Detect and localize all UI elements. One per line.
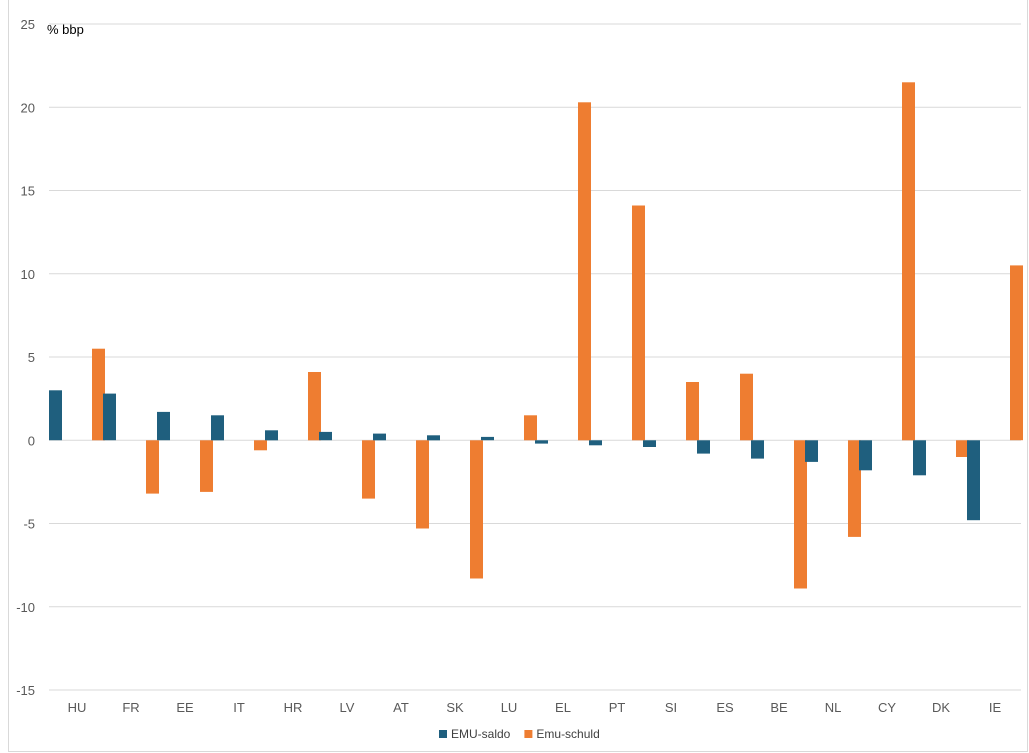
bar-emu-schuld-nl bbox=[848, 440, 861, 537]
x-category-label: HU bbox=[68, 700, 87, 715]
bar-emu-saldo-be bbox=[751, 440, 764, 459]
bar-emu-saldo-hu bbox=[49, 390, 62, 441]
y-tick-label: -5 bbox=[23, 517, 35, 532]
bar-emu-schuld-sk bbox=[470, 440, 483, 579]
x-category-label: LV bbox=[340, 700, 355, 715]
x-category-label: IE bbox=[989, 700, 1002, 715]
bar-emu-saldo-fr bbox=[103, 393, 116, 441]
bar-emu-schuld-lv bbox=[362, 440, 375, 499]
x-category-label: BE bbox=[770, 700, 788, 715]
bar-emu-schuld-dk bbox=[956, 440, 969, 457]
x-category-label: DK bbox=[932, 700, 950, 715]
bar-emu-schuld-it bbox=[254, 440, 267, 451]
bar-emu-schuld-cy bbox=[902, 82, 915, 441]
gridlines bbox=[49, 23, 1021, 691]
bar-emu-saldo-nl bbox=[805, 440, 818, 462]
x-category-label: EE bbox=[176, 700, 194, 715]
bar-emu-schuld-si bbox=[686, 382, 699, 441]
bar-emu-saldo-dk bbox=[913, 440, 926, 476]
bar-emu-schuld-ee bbox=[200, 440, 213, 492]
bar-emu-saldo-si bbox=[643, 440, 656, 447]
x-category-label: IT bbox=[233, 700, 245, 715]
y-tick-label: 20 bbox=[21, 100, 35, 115]
x-category-label: AT bbox=[393, 700, 409, 715]
bar-emu-saldo-it bbox=[211, 415, 224, 441]
bar-emu-saldo-lu bbox=[481, 436, 494, 441]
bar-emu-schuld-at bbox=[416, 440, 429, 529]
x-category-label: NL bbox=[825, 700, 842, 715]
bar-emu-saldo-sk bbox=[427, 435, 440, 441]
bar-emu-schuld-pt bbox=[632, 205, 645, 441]
x-category-label: SK bbox=[446, 700, 464, 715]
legend-swatch bbox=[439, 730, 447, 738]
y-tick-label: 10 bbox=[21, 267, 35, 282]
bar-emu-saldo-at bbox=[373, 433, 386, 441]
x-category-label: LU bbox=[501, 700, 518, 715]
bar-emu-saldo-el bbox=[535, 440, 548, 444]
y-tick-label: 15 bbox=[21, 184, 35, 199]
bar-emu-schuld-be bbox=[794, 440, 807, 589]
bar-emu-saldo-lv bbox=[319, 431, 332, 441]
bar-emu-schuld-hr bbox=[308, 372, 321, 441]
x-category-label: ES bbox=[716, 700, 734, 715]
y-axis-unit-label: % bbp bbox=[47, 22, 84, 37]
y-tick-label: 5 bbox=[28, 350, 35, 365]
bar-chart: 25 20 15 10 5 0 -5 -10 -15 % bbp HU FR EE IT HR LV AT S… bbox=[16, 17, 1023, 741]
x-category-label: SI bbox=[665, 700, 677, 715]
y-tick-label: 25 bbox=[21, 17, 35, 32]
y-tick-label: -10 bbox=[16, 600, 35, 615]
bar-emu-schuld-hu bbox=[92, 348, 105, 441]
legend-label: Emu-schuld bbox=[536, 727, 599, 741]
x-category-label: EL bbox=[555, 700, 571, 715]
x-category-label: PT bbox=[609, 700, 626, 715]
bar-emu-saldo-cy bbox=[859, 440, 872, 471]
bar-emu-saldo-hr bbox=[265, 430, 278, 441]
y-tick-label: 0 bbox=[28, 433, 35, 448]
chart-frame: 25 20 15 10 5 0 -5 -10 -15 % bbp HU FR EE IT HR LV AT S… bbox=[8, 0, 1028, 752]
x-category-label: CY bbox=[878, 700, 896, 715]
y-axis-ticks: 25 20 15 10 5 0 -5 -10 -15 bbox=[16, 17, 35, 698]
bar-emu-schuld-ie bbox=[1010, 265, 1023, 441]
x-category-label: FR bbox=[122, 700, 139, 715]
y-tick-label: -15 bbox=[16, 683, 35, 698]
bar-emu-schuld-es bbox=[740, 373, 753, 441]
bar-emu-saldo-pt bbox=[589, 440, 602, 446]
x-category-label: HR bbox=[284, 700, 303, 715]
bar-emu-schuld-fr bbox=[146, 440, 159, 494]
legend: EMU-saldo Emu-schuld bbox=[439, 727, 600, 741]
bar-emu-saldo-ie bbox=[967, 440, 980, 521]
legend-swatch bbox=[524, 730, 533, 738]
bar-emu-saldo-ee bbox=[157, 411, 170, 441]
bar-emu-schuld-lu bbox=[524, 415, 537, 441]
legend-label: EMU-saldo bbox=[451, 727, 511, 741]
x-axis-categories: HU FR EE IT HR LV AT SK LU EL PT SI ES BE NL CY DK IE bbox=[68, 700, 1002, 715]
bars bbox=[49, 82, 1023, 589]
bar-emu-saldo-es bbox=[697, 440, 710, 454]
bar-emu-schuld-el bbox=[578, 102, 591, 441]
